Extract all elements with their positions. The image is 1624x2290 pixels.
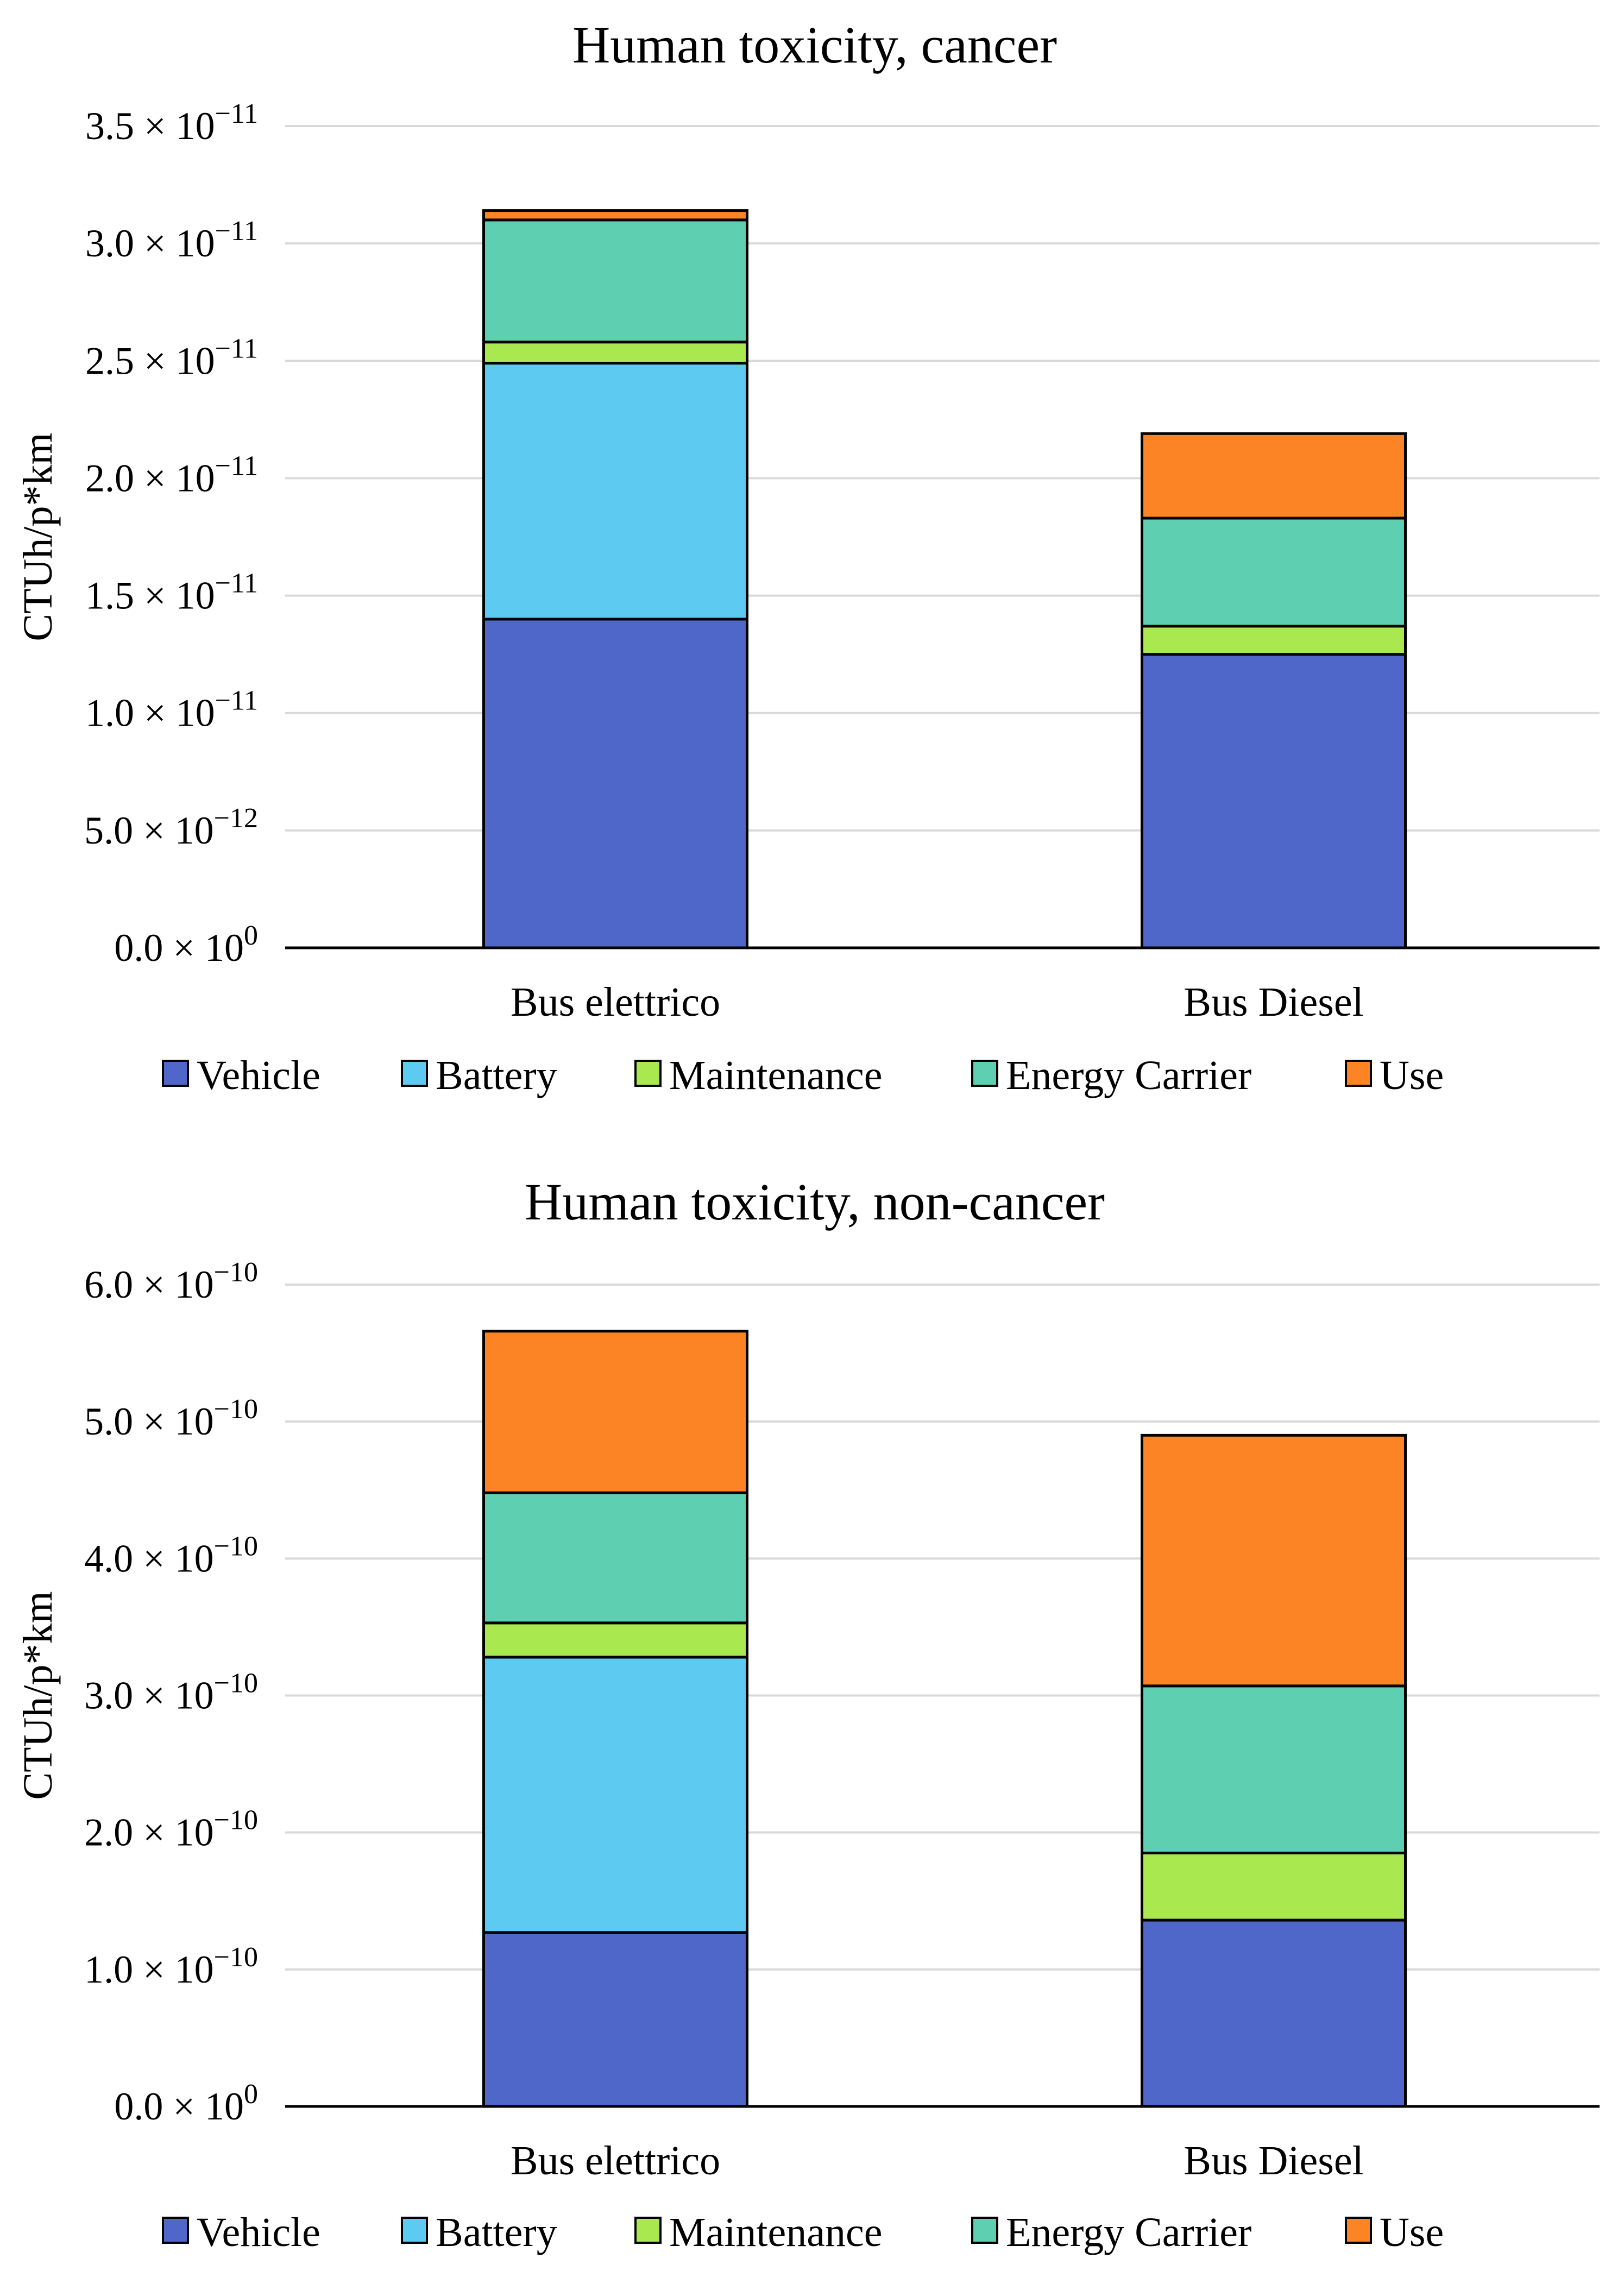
legend-label: Vehicle (197, 1053, 320, 1098)
y-tick-label: 3.0 × 10−10 (84, 1668, 258, 1718)
y-tick-label: 2.0 × 10−11 (85, 450, 258, 500)
bar-segment-vehicle (482, 1931, 748, 2108)
y-tick-label: 0.0 × 100 (114, 920, 258, 970)
bar-bus-elettrico (482, 209, 748, 949)
bar-segment-battery (482, 1656, 748, 1934)
bar-segment-maintenance (1141, 1851, 1407, 1922)
y-tick-label: 2.5 × 10−11 (85, 333, 258, 382)
legend-label: Use (1380, 1053, 1444, 1098)
bar-segment-use (482, 1330, 748, 1494)
y-axis-label: CTUh/p*km (15, 1591, 61, 1800)
bar-segment-energy-carrier (1141, 1684, 1407, 1854)
chart-title: Human toxicity, cancer (572, 16, 1057, 74)
y-tick-label: 5.0 × 10−10 (84, 1394, 258, 1443)
legend-swatch-energy-carrier (971, 1060, 998, 1087)
y-tick-label: 4.0 × 10−10 (84, 1531, 258, 1580)
legend-swatch-vehicle (162, 2217, 189, 2244)
y-tick-label: 1.5 × 10−11 (85, 568, 258, 618)
legend-swatch-battery (401, 1060, 428, 1087)
chart-title: Human toxicity, non-cancer (525, 1173, 1105, 1231)
legend-label: Vehicle (197, 2210, 320, 2255)
legend-label: Maintenance (669, 2210, 882, 2255)
legend-swatch-battery (401, 2217, 428, 2244)
chart-1: Human toxicity, cancer 0.0 × 100 5.0 × 10−… (15, 16, 1600, 1098)
legend-label: Battery (436, 1053, 557, 1098)
bar-segment-maintenance (1141, 625, 1407, 656)
bar-bus-diesel (1141, 1433, 1407, 2108)
bar-segment-maintenance (482, 341, 748, 365)
y-tick-label: 3.0 × 10−11 (85, 216, 258, 265)
bar-segment-vehicle (1141, 653, 1407, 949)
legend-label: Maintenance (669, 1053, 882, 1098)
bar-segment-use (482, 209, 748, 222)
y-tick-label: 0.0 × 100 (114, 2079, 258, 2128)
y-tick-label: 1.0 × 10−11 (85, 685, 258, 735)
legend-label: Energy Carrier (1006, 2210, 1251, 2255)
x-category-label: Bus Diesel (1184, 979, 1363, 1025)
y-tick-label: 3.5 × 10−11 (85, 98, 258, 148)
x-category-label: Bus Diesel (1184, 2138, 1363, 2184)
y-tick-label: 6.0 × 10−10 (84, 1257, 258, 1306)
legend-swatch-maintenance (634, 1060, 662, 1087)
legend-swatch-vehicle (162, 1060, 189, 1087)
legend-swatch-maintenance (634, 2217, 662, 2244)
bar-segment-maintenance (482, 1621, 748, 1659)
x-category-label: Bus elettrico (511, 979, 720, 1025)
y-tick-label: 1.0 × 10−10 (84, 1942, 258, 1991)
y-tick-label: 5.0 × 10−12 (84, 803, 258, 852)
legend-label: Use (1380, 2210, 1444, 2255)
legend-swatch-use (1345, 1060, 1372, 1087)
legend: Vehicle Battery Maintenance Energy Carrier U… (162, 2210, 1444, 2255)
bar-segment-vehicle (482, 618, 748, 949)
bar-segment-use (1141, 432, 1407, 520)
bar-segment-energy-carrier (482, 218, 748, 344)
y-axis-label: CTUh/p*km (15, 432, 61, 641)
x-category-label: Bus elettrico (511, 2138, 720, 2184)
legend-swatch-energy-carrier (971, 2217, 998, 2244)
legend-swatch-use (1345, 2217, 1372, 2244)
bar-bus-diesel (1141, 432, 1407, 949)
legend-label: Battery (436, 2210, 557, 2255)
legend: Vehicle Battery Maintenance Energy Carrier U… (162, 1053, 1444, 1098)
y-tick-label: 2.0 × 10−10 (84, 1805, 258, 1854)
bar-segment-use (1141, 1433, 1407, 1688)
bar-segment-energy-carrier (1141, 517, 1407, 628)
legend-label: Energy Carrier (1006, 1053, 1251, 1098)
bar-segment-vehicle (1141, 1918, 1407, 2108)
chart-2: Human toxicity, non-cancer 0.0 × 100 1.0 ×… (15, 1173, 1600, 2255)
bar-segment-energy-carrier (482, 1491, 748, 1625)
bar-bus-elettrico (482, 1330, 748, 2108)
bar-segment-battery (482, 362, 748, 621)
